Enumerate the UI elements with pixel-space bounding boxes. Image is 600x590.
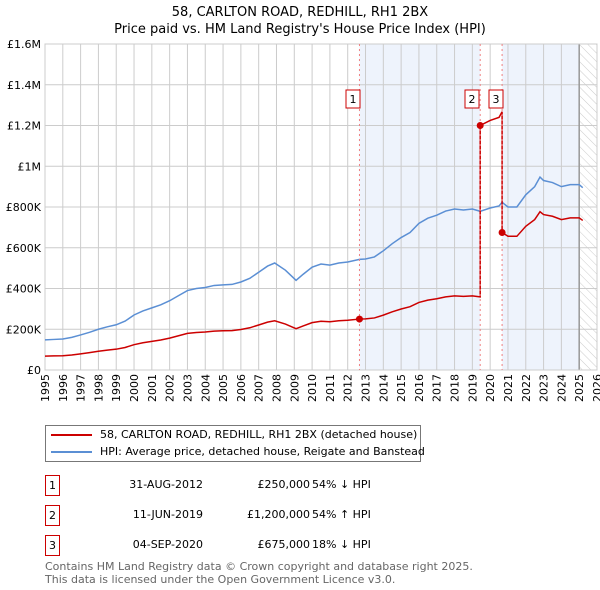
y-tick-label: £1.4M [7,79,41,92]
x-tick-label: 1999 [110,374,123,402]
footer-line-2: This data is licensed under the Open Gov… [45,573,396,586]
sale-hpi-diff: 54% ↑ HPI [312,508,371,521]
y-tick-label: £1M [18,160,42,173]
x-tick-label: 2002 [164,374,177,402]
sale-price: £250,000 [257,478,311,491]
sale-date: 11-JUN-2019 [132,508,203,521]
x-tick-label: 2014 [377,374,390,402]
x-tick-label: 1995 [39,374,52,402]
y-tick-label: £1.2M [7,120,41,133]
x-tick-label: 1998 [92,374,105,402]
x-tick-label: 2013 [360,374,373,402]
sale-label-box [488,89,504,109]
sale-point [498,228,506,236]
x-tick-label: 2024 [555,374,568,402]
sale-row: 2 11-JUN-2019 £1,200,000 54% ↑ HPI [45,505,465,526]
sale-point [476,122,484,129]
x-tick-label: 2011 [324,374,337,402]
x-tick-label: 2016 [413,374,426,402]
y-tick-label: £1.6M [7,38,41,51]
x-tick-label: 2017 [431,374,444,402]
sale-label: 2 [469,93,476,106]
x-tick-label: 1996 [57,374,70,402]
footer: Contains HM Land Registry data © Crown c… [45,560,473,586]
hpi-line [44,175,584,341]
sale-price: £675,000 [257,538,311,551]
x-tick-label: 2004 [199,374,212,402]
sale-hpi-diff: 54% ↓ HPI [312,478,371,491]
legend-label: 58, CARLTON ROAD, REDHILL, RH1 2BX (deta… [100,428,418,441]
x-tick-label: 2018 [449,374,462,402]
x-tick-label: 2012 [342,374,355,402]
x-tick-label: 2005 [217,374,230,402]
x-tick-label: 2003 [181,374,194,402]
sale-label: 3 [493,93,500,106]
sale-row: 3 04-SEP-2020 £675,000 18% ↓ HPI [45,535,465,556]
x-tick-label: 2000 [128,374,141,402]
y-tick-label: £200K [6,323,42,336]
sale-marker-badge: 2 [45,505,60,526]
legend: 58, CARLTON ROAD, REDHILL, RH1 2BX (deta… [45,425,425,462]
x-tick-label: 2025 [573,374,586,402]
sale-row: 1 31-AUG-2012 £250,000 54% ↓ HPI [45,475,465,496]
sale-point [355,315,363,323]
sale-hpi-diff: 18% ↓ HPI [312,538,371,551]
y-tick-label: £0 [27,364,41,377]
price-chart: 1995 1996 1997 1998 1999 2000 2001 2002 2003 2004… [6,38,600,402]
sale-price: £1,200,000 [247,508,310,521]
x-tick-label: 2021 [502,374,515,402]
title-line-1: 58, CARLTON ROAD, REDHILL, RH1 2BX [171,5,429,20]
x-tick-label: 2026 [591,374,600,402]
x-tick-label: 1997 [75,374,88,402]
sale-label-box [464,89,480,109]
footer-line-1: Contains HM Land Registry data © Crown c… [45,560,473,573]
x-tick-label: 2008 [270,374,283,402]
legend-swatch-blue [51,451,92,453]
sale-label-box [345,89,361,109]
plot-frame [44,43,598,371]
x-tick-label: 2010 [306,374,319,402]
chart-title: 58, CARLTON ROAD, REDHILL, RH1 2BX Price… [0,4,600,38]
y-tick-label: £400K [6,283,42,296]
legend-swatch-red [51,434,92,436]
sale-marker-badge: 3 [45,535,60,556]
sale-date: 04-SEP-2020 [132,538,203,551]
sale-label: 1 [350,93,357,106]
x-tick-label: 2022 [520,374,533,402]
x-tick-label: 2015 [395,374,408,402]
sale-date: 31-AUG-2012 [129,478,203,491]
y-tick-label: £800K [6,201,42,214]
x-tick-label: 2019 [466,374,479,402]
x-tick-label: 2009 [288,374,301,402]
x-tick-label: 2006 [235,374,248,402]
x-tick-label: 2001 [146,374,159,402]
title-line-2: Price paid vs. HM Land Registry's House … [114,22,486,37]
sale-marker-badge: 1 [45,475,60,496]
legend-label: HPI: Average price, detached house, Reig… [100,445,425,458]
x-tick-label: 2007 [253,374,266,402]
y-tick-label: £600K [6,242,42,255]
x-tick-label: 2023 [538,374,551,402]
x-tick-label: 2020 [484,374,497,402]
